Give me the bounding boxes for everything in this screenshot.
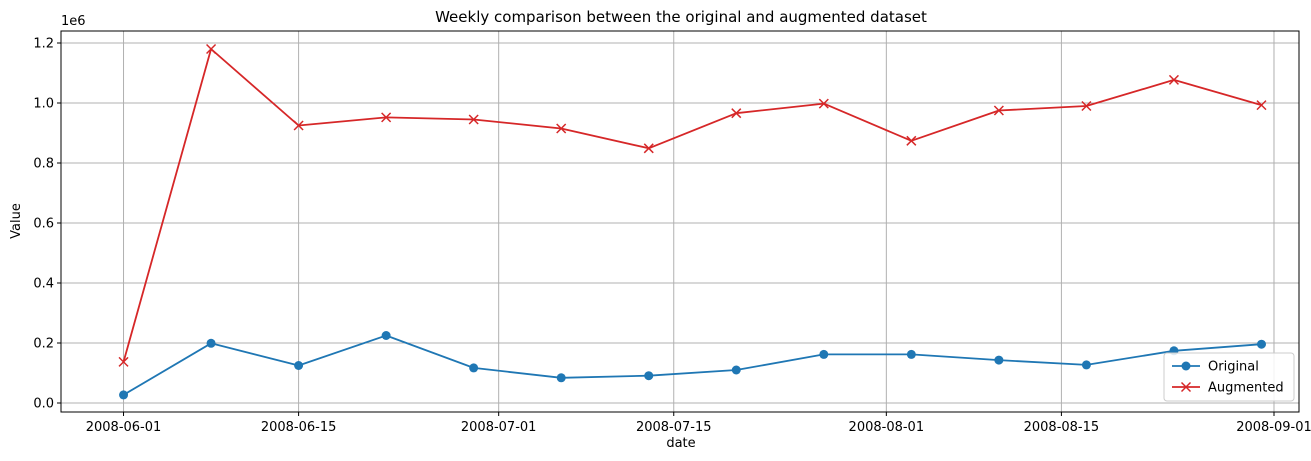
augmented-point (468, 114, 479, 125)
x-axis: 2008-06-01 2008-06-15 2008-07-01 2008-07-15… (86, 412, 1311, 435)
augmented-point (818, 98, 829, 109)
original-point (644, 371, 654, 381)
augmented-point (293, 120, 304, 131)
augmented-point (731, 108, 742, 119)
legend-item-augmented: Augmented (1172, 381, 1284, 396)
y-axis: 0.0 0.2 0.4 0.6 0.8 1.0 1.2 (33, 37, 61, 412)
series-original (119, 331, 1266, 400)
original-point (206, 338, 216, 348)
legend-marker-original (1181, 361, 1191, 371)
y-tick-label: 0.4 (33, 277, 54, 292)
original-point (119, 390, 129, 400)
legend-label-original: Original (1208, 360, 1259, 375)
y-tick-label: 1.0 (33, 97, 54, 112)
series-augmented (118, 43, 1267, 367)
original-point (1256, 339, 1266, 349)
y-tick-label: 1.2 (33, 37, 54, 52)
original-point (556, 373, 566, 383)
augmented-point (118, 356, 129, 367)
x-tick-label: 2008-08-01 (849, 420, 925, 435)
augmented-point (206, 43, 217, 55)
augmented-point (1168, 74, 1179, 85)
y-axis-label: Value (9, 203, 24, 239)
legend-marker-augmented (1180, 381, 1192, 393)
x-tick-label: 2008-07-01 (461, 420, 537, 435)
x-tick-label: 2008-06-01 (86, 420, 162, 435)
plot-frame (60, 30, 1300, 413)
chart-title: Weekly comparison between the original a… (435, 8, 927, 26)
legend: Original Augmented (1163, 352, 1295, 402)
augmented-point (906, 135, 917, 146)
x-tick-label: 2008-07-15 (636, 420, 712, 435)
original-point (381, 331, 391, 340)
legend-label-augmented: Augmented (1208, 381, 1284, 396)
augmented-point (993, 105, 1004, 116)
original-line (123, 334, 1262, 396)
augmented-point (381, 112, 392, 123)
augmented-point (1081, 100, 1092, 112)
x-axis-label: date (666, 436, 695, 451)
augmented-point (1256, 100, 1267, 111)
x-tick-label: 2008-08-15 (1024, 420, 1100, 435)
y-tick-label: 0.6 (33, 217, 54, 232)
y-tick-label: 0.2 (33, 337, 54, 352)
x-tick-label: 2008-09-01 (1236, 420, 1311, 435)
original-point (994, 355, 1004, 365)
original-point (294, 361, 304, 370)
x-tick-label: 2008-06-15 (261, 420, 337, 435)
y-tick-label: 0.8 (33, 157, 54, 172)
original-point (906, 349, 916, 359)
y-offset-label: 1e6 (61, 14, 86, 29)
original-point (731, 365, 741, 375)
augmented-line (122, 48, 1262, 363)
series-layer (118, 43, 1267, 400)
original-point (469, 363, 479, 373)
y-tick-label: 0.0 (33, 397, 54, 412)
original-point (819, 349, 829, 359)
original-point (1081, 360, 1091, 370)
grid (61, 31, 1299, 412)
legend-item-original: Original (1172, 360, 1259, 375)
augmented-point (643, 143, 654, 154)
augmented-point (556, 123, 567, 134)
legend-box (1163, 352, 1295, 402)
